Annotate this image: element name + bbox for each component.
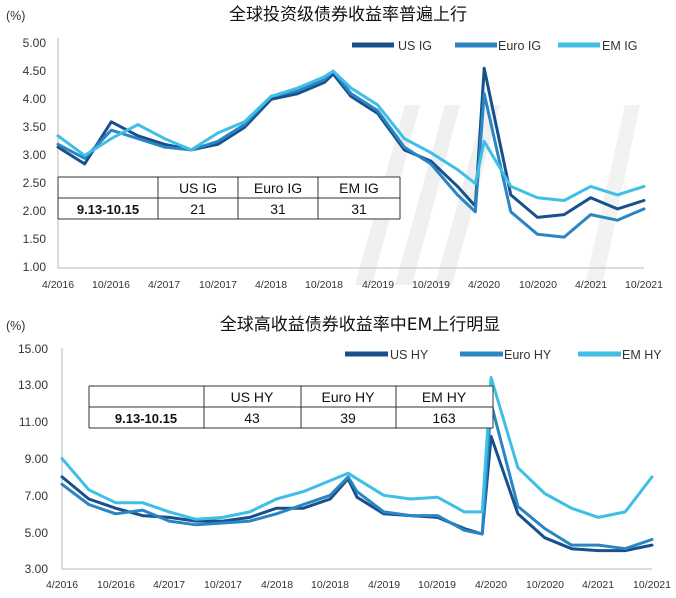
chart-hy-unit: (%) [6,319,25,333]
x-tick: 4/2018 [261,579,293,591]
series-line-us [56,66,646,219]
x-tick: 4/2021 [575,279,607,291]
x-tick: 10/2019 [412,279,450,291]
table-ig-header: Euro IG [254,180,302,196]
series-line-us [60,434,654,553]
legend-us-ig: US IG [398,39,432,53]
y-tick: 1.50 [23,232,47,246]
x-tick: 4/2018 [255,279,287,291]
x-tick: 10/2018 [305,279,343,291]
table-ig-value: 31 [270,201,286,217]
y-tick: 3.50 [23,120,47,134]
y-tick: 3.00 [25,562,49,576]
chart-ig-unit: (%) [6,9,25,23]
legend-em-ig: EM IG [602,39,637,53]
x-tick: 10/2021 [633,579,671,591]
y-tick: 4.50 [23,64,47,78]
chart-hy-table: US HY Euro HY EM HY 9.13-10.15 43 39 163 [88,385,494,429]
x-tick: 4/2021 [582,579,614,591]
chart-ig-table: US IG Euro IG EM IG 9.13-10.15 21 31 31 [57,176,401,220]
y-tick: 5.00 [25,526,49,540]
table-hy-header: US HY [231,389,274,405]
legend-us-hy: US HY [390,348,429,362]
chart-ig-y-axis: 5.00 4.50 4.00 3.50 3.00 2.50 2.00 1.50 … [23,36,47,274]
x-tick: 10/2020 [519,279,557,291]
x-tick: 4/2020 [468,279,500,291]
chart-hy-title: 全球高收益债券收益率中EM上行明显 [220,315,500,335]
x-tick: 10/2017 [199,279,237,291]
legend-euro-hy: Euro HY [504,348,552,362]
x-tick: 4/2019 [368,579,400,591]
y-tick: 11.00 [19,415,48,429]
table-hy-header: EM HY [422,389,467,405]
y-tick: 4.00 [23,92,47,106]
chart-ig-title: 全球投资级债券收益率普遍上行 [229,5,467,25]
table-ig-header: US IG [179,180,217,196]
series-line-em [56,69,646,202]
series-line-euro [56,69,646,239]
y-tick: 9.00 [25,452,49,466]
table-ig-header: EM IG [339,180,379,196]
y-tick: 2.50 [23,176,47,190]
y-tick: 5.00 [23,36,47,50]
chart-hy-series [60,376,654,553]
table-hy-value: 43 [244,410,260,426]
table-hy-value: 39 [340,410,356,426]
table-ig-value: 31 [351,201,367,217]
legend-em-hy: EM HY [622,348,662,362]
chart-ig-legend: US IG Euro IG EM IG [352,39,637,53]
chart-ig-x-axis: 4/2016 10/2016 4/2017 10/2017 4/2018 10/… [42,279,663,291]
table-hy-row-label: 9.13-10.15 [115,411,177,426]
chart-ig-series [56,66,646,239]
x-tick: 10/2018 [311,579,349,591]
chart-hy-x-axis: 4/2016 10/2016 4/2017 10/2017 4/2018 10/… [46,579,671,591]
chart-hy-legend: US HY Euro HY EM HY [345,348,662,362]
x-tick: 10/2016 [97,579,135,591]
x-tick: 4/2020 [475,579,507,591]
legend-euro-ig: Euro IG [498,39,541,53]
series-line-em [60,376,654,521]
x-tick: 10/2020 [526,579,564,591]
x-tick: 4/2017 [153,579,185,591]
x-tick: 4/2016 [46,579,78,591]
table-hy-value: 163 [432,410,456,426]
y-tick: 3.00 [23,148,47,162]
y-tick: 7.00 [25,489,49,503]
chart-hy-y-axis: 15.00 13.00 11.00 9.00 7.00 5.00 3.00 [18,342,48,576]
y-tick: 1.00 [23,260,47,274]
x-tick: 10/2021 [625,279,663,291]
x-tick: 10/2019 [418,579,456,591]
table-hy-header: Euro HY [322,389,376,405]
y-tick: 2.00 [23,204,47,218]
x-tick: 4/2016 [42,279,74,291]
x-tick: 4/2019 [362,279,394,291]
table-ig-value: 21 [190,201,206,217]
series-line-euro [60,401,654,551]
x-tick: 10/2016 [92,279,130,291]
x-tick: 4/2017 [148,279,180,291]
chart-hy: 全球高收益债券收益率中EM上行明显 (%) US HY Euro HY EM H… [6,315,671,591]
y-tick: 13.00 [18,378,48,392]
table-ig-row-label: 9.13-10.15 [77,202,139,217]
x-tick: 10/2017 [204,579,242,591]
chart-ig: 全球投资级债券收益率普遍上行 (%) US IG Euro IG EM IG 5… [6,5,663,291]
y-tick: 15.00 [18,342,48,356]
